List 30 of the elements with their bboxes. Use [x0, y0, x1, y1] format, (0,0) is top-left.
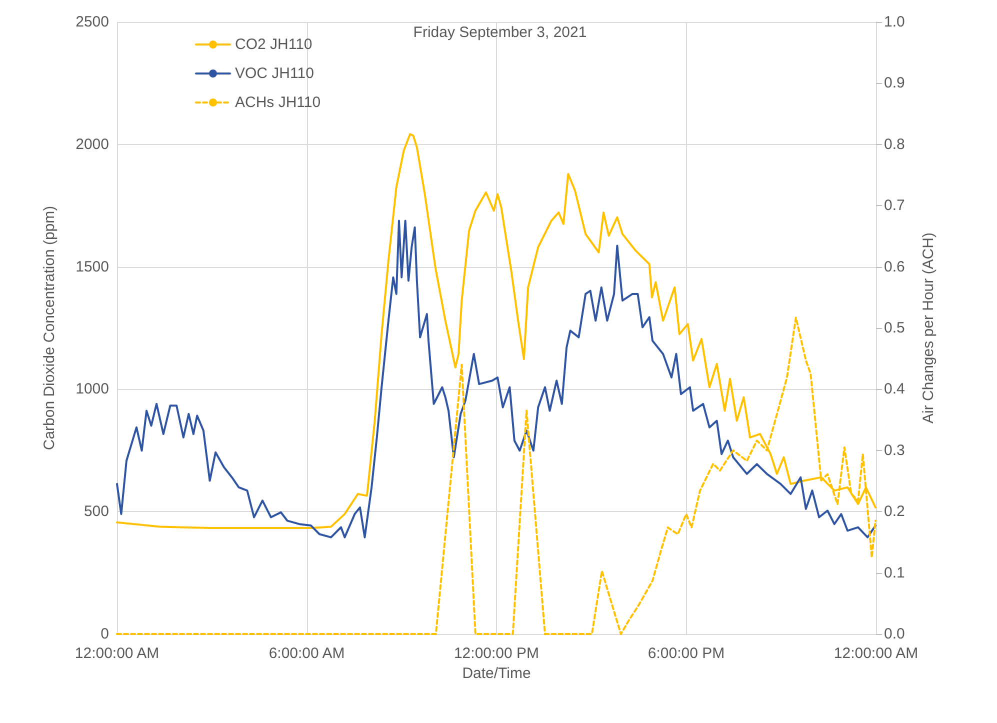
legend-label: CO2 JH110 [235, 36, 312, 53]
x-tick-label: 6:00:00 AM [268, 645, 345, 662]
y2-tick-label: 0.5 [884, 320, 905, 336]
y-tick-label: 0 [100, 626, 109, 642]
line-series [116, 220, 876, 538]
y2-tick-label: 0.2 [884, 503, 905, 520]
y-tick-label: 2500 [76, 14, 109, 30]
x-tick-label: 12:00:00 PM [454, 645, 540, 662]
y-tick-label: 1500 [76, 258, 109, 276]
y-tick-label: 2000 [76, 136, 109, 153]
y2-tick-label: 0.8 [884, 136, 905, 153]
y2-tick-label: 0.3 [884, 442, 905, 459]
x-tick-label: 6:00:00 PM [648, 645, 725, 662]
x-tick-label: 12:00:00 AM [834, 645, 918, 662]
y-tick-label: 500 [84, 503, 109, 520]
legend-label: VOC JH110 [235, 65, 314, 82]
y2-tick-label: 0.6 [884, 258, 905, 276]
y-axis-title: Carbon Dioxide Concentration (ppm) [41, 206, 58, 450]
y2-tick-label: 1.0 [884, 14, 905, 30]
chart-title: Friday September 3, 2021 [413, 24, 587, 41]
y2-tick-label: 0.7 [884, 197, 905, 214]
y2-tick-label: 0.9 [884, 74, 905, 92]
y-tick-label: 1000 [76, 380, 109, 398]
legend-label: ACHs JH110 [235, 94, 321, 111]
x-tick-label: 12:00:00 AM [74, 645, 160, 662]
y2-axis-title: Air Changes per Hour (ACH) [920, 232, 937, 424]
y2-tick-label: 0.0 [884, 626, 905, 642]
y2-tick-label: 0.4 [884, 380, 905, 398]
y2-tick-label: 0.1 [884, 564, 905, 582]
x-axis-title: Date/Time [462, 665, 531, 682]
